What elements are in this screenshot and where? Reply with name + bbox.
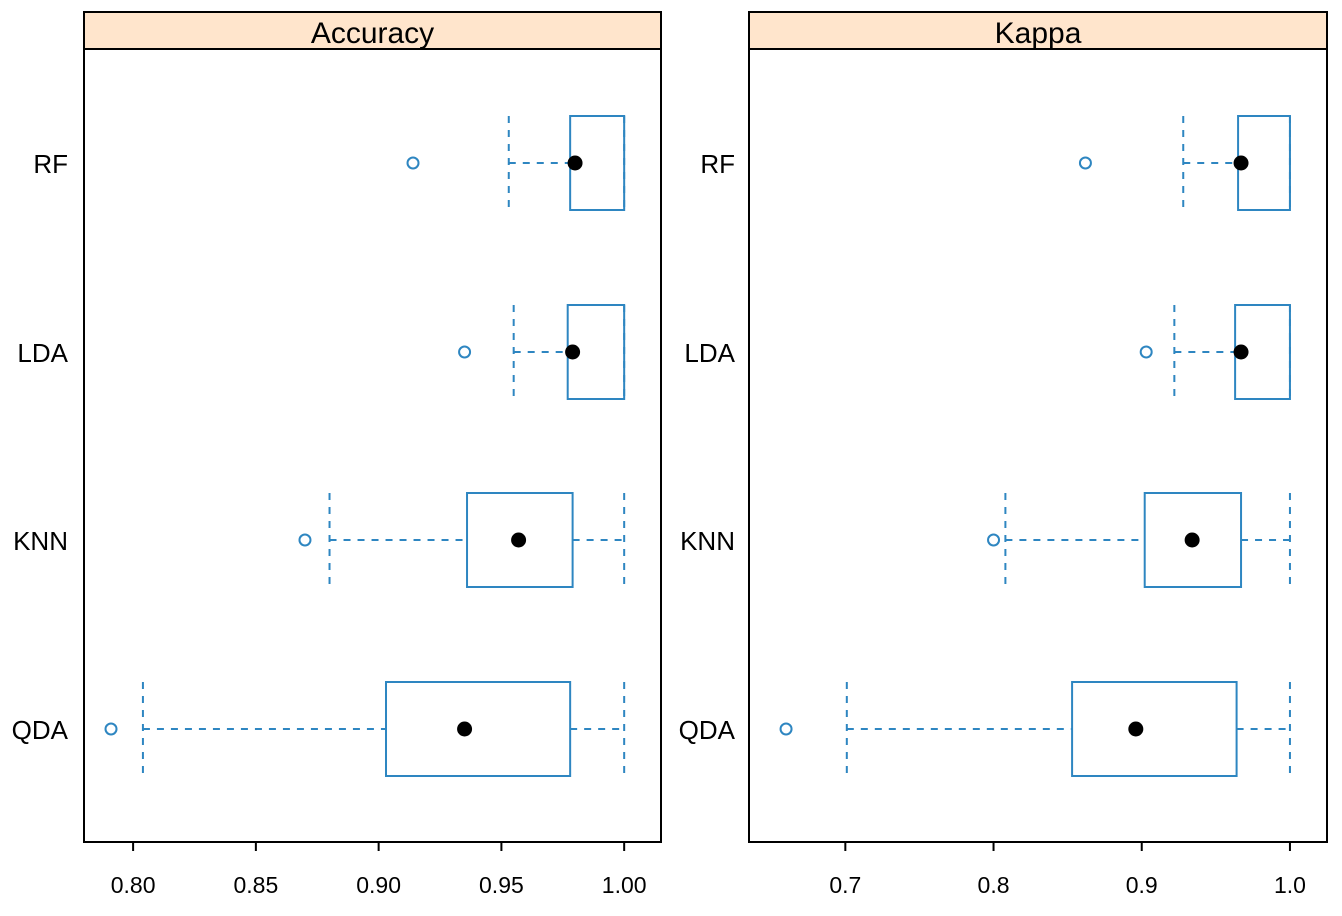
panel-frame-accuracy	[83, 11, 662, 843]
box-group-rf	[406, 115, 626, 211]
median-point	[565, 344, 581, 360]
category-label: RF	[33, 149, 68, 179]
outlier-point	[406, 156, 420, 170]
panel-frame-kappa	[748, 11, 1328, 843]
x-tick-label: 1.00	[602, 872, 647, 898]
outlier-point	[104, 722, 118, 736]
x-tick-label: 0.9	[1126, 872, 1158, 898]
box-group-qda	[779, 681, 1291, 777]
box-iqr	[1143, 492, 1243, 588]
median-point	[1184, 532, 1200, 548]
box-group-lda	[1139, 304, 1291, 400]
median-point	[567, 155, 583, 171]
category-label: LDA	[17, 338, 68, 368]
boxes-accuracy	[104, 115, 626, 777]
x-axis-accuracy: 0.80 0.85 0.90 0.95 1.00	[111, 842, 647, 898]
x-tick-label: 0.85	[233, 872, 278, 898]
box-group-rf	[1078, 115, 1291, 211]
x-tick-label: 0.90	[356, 872, 401, 898]
category-label: KNN	[680, 526, 735, 556]
median-point	[457, 721, 473, 737]
median-point	[1128, 721, 1144, 737]
x-tick-label: 0.7	[829, 872, 861, 898]
box-iqr	[466, 492, 574, 588]
outlier-point	[458, 345, 472, 359]
median-point	[1233, 344, 1249, 360]
box-iqr	[1071, 681, 1238, 777]
panel-kappa: Kappa 0.7 0.8 0.9 1.0 RF LDA KNN QDA	[679, 11, 1328, 898]
category-label: KNN	[13, 526, 68, 556]
x-tick-label: 0.95	[479, 872, 524, 898]
panel-title-accuracy: Accuracy	[311, 17, 434, 50]
median-point	[1233, 155, 1249, 171]
panel-accuracy: Accuracy 0.80 0.85 0.90 0.95 1.00 RF LDA KNN…	[12, 11, 662, 898]
box-group-lda	[458, 304, 626, 400]
panel-title-kappa: Kappa	[995, 17, 1082, 50]
outlier-point	[779, 722, 793, 736]
category-label: LDA	[684, 338, 735, 368]
x-tick-label: 0.8	[978, 872, 1010, 898]
outlier-point	[298, 533, 312, 547]
box-group-knn	[298, 492, 626, 588]
x-axis-kappa: 0.7 0.8 0.9 1.0	[829, 842, 1306, 898]
x-tick-label: 1.0	[1274, 872, 1306, 898]
outlier-point	[1139, 345, 1153, 359]
box-group-knn	[987, 492, 1291, 588]
outlier-point	[1078, 156, 1092, 170]
median-point	[511, 532, 527, 548]
category-label: RF	[700, 149, 735, 179]
box-iqr	[385, 681, 572, 777]
category-label: QDA	[12, 715, 69, 745]
category-label: QDA	[679, 715, 736, 745]
boxes-kappa	[779, 115, 1291, 777]
x-tick-label: 0.80	[111, 872, 156, 898]
box-group-qda	[104, 681, 626, 777]
outlier-point	[987, 533, 1001, 547]
